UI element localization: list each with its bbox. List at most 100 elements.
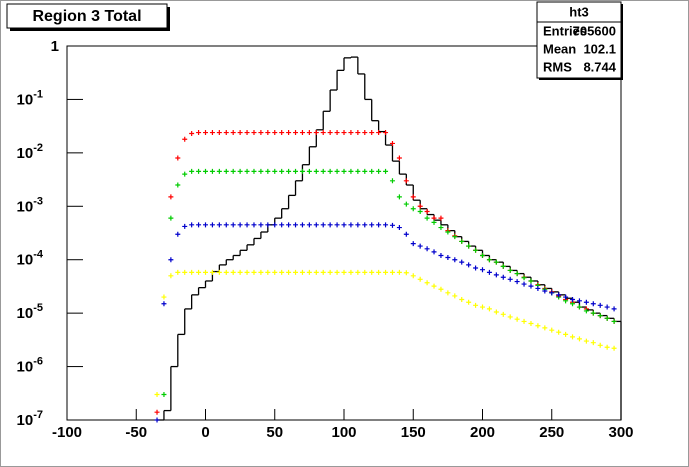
data-point	[383, 168, 389, 174]
data-point	[230, 130, 236, 136]
data-point	[452, 293, 458, 299]
data-point	[507, 267, 513, 273]
data-point	[445, 255, 451, 261]
data-point	[209, 168, 215, 174]
data-point	[424, 280, 430, 286]
data-point	[362, 269, 368, 275]
data-point	[576, 298, 582, 304]
data-point	[237, 222, 243, 228]
data-point	[583, 299, 589, 305]
y-tick-label: 10-7	[17, 409, 43, 429]
data-point	[528, 278, 534, 284]
data-point	[542, 325, 548, 331]
data-point	[286, 130, 292, 136]
x-tick-label: -100	[52, 424, 82, 441]
data-point	[604, 315, 610, 321]
data-point	[376, 130, 382, 136]
data-point	[154, 409, 160, 415]
data-point	[348, 269, 354, 275]
data-point	[570, 297, 576, 303]
data-point	[611, 306, 617, 312]
y-tick-label: 10-2	[17, 142, 43, 162]
data-point	[500, 311, 506, 317]
data-point	[355, 269, 361, 275]
data-point	[313, 168, 319, 174]
data-point	[514, 271, 520, 277]
data-point	[182, 223, 188, 229]
data-point	[286, 269, 292, 275]
y-tick-label: 10-4	[17, 249, 44, 269]
data-point	[410, 194, 416, 200]
y-tick-base: 10	[17, 359, 34, 376]
data-point	[272, 222, 278, 228]
data-point	[299, 130, 305, 136]
data-point	[161, 294, 167, 300]
y-tick-base: 10	[17, 145, 34, 162]
y-tick-base: 10	[17, 198, 34, 215]
data-point	[376, 168, 382, 174]
x-tick-label: 300	[608, 424, 633, 441]
data-point	[216, 168, 222, 174]
data-point	[251, 130, 257, 136]
data-point	[604, 304, 610, 310]
data-point	[175, 231, 181, 237]
data-point	[486, 269, 492, 275]
data-point	[576, 304, 582, 310]
data-point	[154, 392, 160, 398]
data-point	[473, 247, 479, 253]
data-point	[597, 313, 603, 319]
data-point	[251, 168, 257, 174]
data-point	[216, 130, 222, 136]
data-point	[597, 342, 603, 348]
data-point	[348, 222, 354, 228]
data-point	[431, 215, 437, 221]
data-point	[355, 168, 361, 174]
data-point	[299, 222, 305, 228]
data-point	[182, 136, 188, 142]
data-point	[223, 269, 229, 275]
data-point	[203, 130, 208, 136]
data-point	[244, 130, 250, 136]
data-point	[182, 171, 188, 177]
data-point	[493, 272, 499, 278]
data-point	[362, 168, 368, 174]
data-point	[570, 301, 576, 307]
data-point	[334, 222, 340, 228]
data-point	[549, 327, 555, 333]
data-point	[223, 168, 229, 174]
x-tick-label: 150	[401, 424, 426, 441]
y-tick-exponent: -7	[33, 409, 43, 421]
data-point	[320, 222, 326, 228]
data-point	[293, 168, 299, 174]
title-box	[6, 3, 168, 29]
data-point	[611, 345, 617, 351]
data-point	[265, 269, 271, 275]
y-tick-base: 10	[17, 91, 34, 108]
data-point	[272, 168, 278, 174]
data-point	[493, 309, 499, 315]
data-point	[203, 222, 208, 228]
data-point	[514, 279, 520, 285]
data-point	[376, 269, 382, 275]
data-point	[466, 262, 472, 268]
stats-label: Mean	[543, 41, 576, 56]
data-point	[528, 320, 534, 326]
stats-label: Entries	[543, 23, 587, 38]
data-point	[313, 269, 319, 275]
data-point	[341, 168, 347, 174]
data-point	[563, 331, 569, 337]
data-point	[244, 168, 250, 174]
data-point	[396, 225, 402, 231]
x-tick-label: 100	[331, 424, 356, 441]
data-point	[272, 130, 278, 136]
data-point	[445, 229, 451, 235]
y-tick-label: 10-3	[17, 195, 43, 215]
data-point	[438, 286, 444, 292]
data-point	[251, 269, 257, 275]
data-point	[161, 301, 167, 307]
data-point	[424, 246, 430, 252]
data-point	[417, 203, 423, 209]
y-tick-label: 10-1	[17, 88, 43, 108]
